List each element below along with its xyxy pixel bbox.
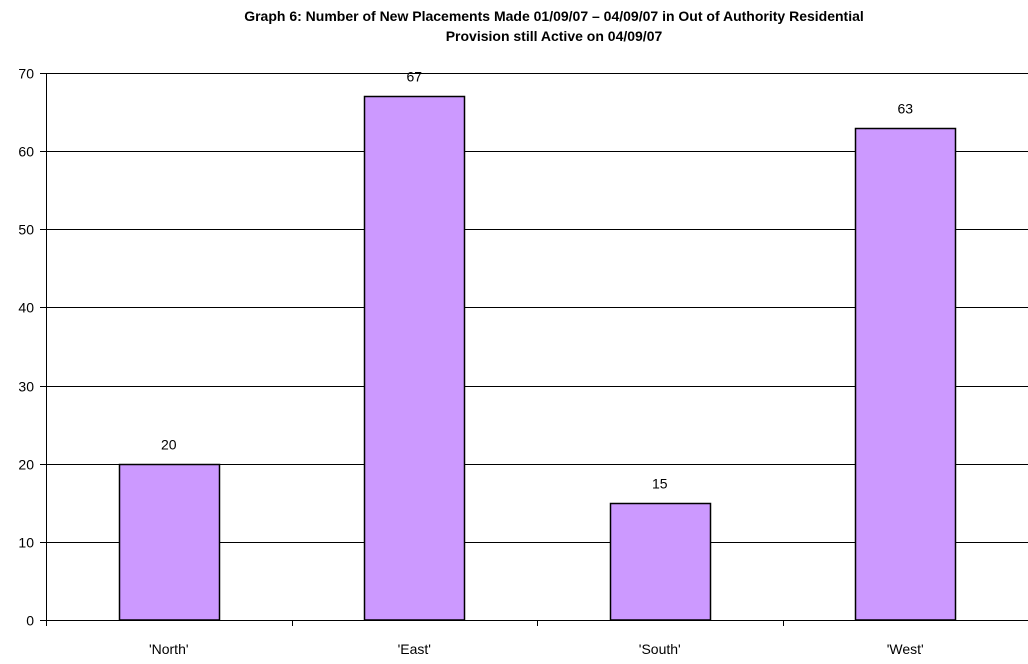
- chart-title-line-2: Provision still Active on 04/09/07: [445, 28, 663, 44]
- chart-title-line-1: Graph 6: Number of New Placements Made 0…: [244, 8, 864, 24]
- data-label-east: 67: [406, 69, 422, 85]
- y-tick-label-40: 40: [18, 300, 34, 316]
- axes: [40, 73, 1028, 626]
- bar-north: [118, 463, 221, 621]
- chart-title: Graph 6: Number of New Placements Made 0…: [40, 6, 1028, 46]
- y-tick-label-10: 10: [18, 535, 34, 551]
- bar-south: [609, 502, 712, 621]
- data-label-south: 15: [652, 476, 668, 492]
- y-tick-label-50: 50: [18, 222, 34, 238]
- y-tick-label-60: 60: [18, 144, 34, 160]
- x-tick-label-west: 'West': [887, 641, 924, 657]
- y-tick-label-20: 20: [18, 457, 34, 473]
- labels: 0 10 20 30 40 50 60 70 20 'North' 67 'East' 15 'South…: [18, 66, 923, 658]
- y-tick-label-30: 30: [18, 379, 34, 395]
- data-label-west: 63: [897, 101, 913, 117]
- bars: [118, 95, 957, 621]
- x-tick-label-east: 'East': [398, 641, 431, 657]
- y-tick-label-70: 70: [18, 66, 34, 82]
- x-tick-label-north: 'North': [149, 641, 189, 657]
- bar-east: [363, 95, 466, 621]
- bar-west: [854, 127, 957, 621]
- data-label-north: 20: [161, 437, 177, 453]
- y-tick-label-0: 0: [26, 613, 34, 629]
- x-tick-label-south: 'South': [639, 641, 681, 657]
